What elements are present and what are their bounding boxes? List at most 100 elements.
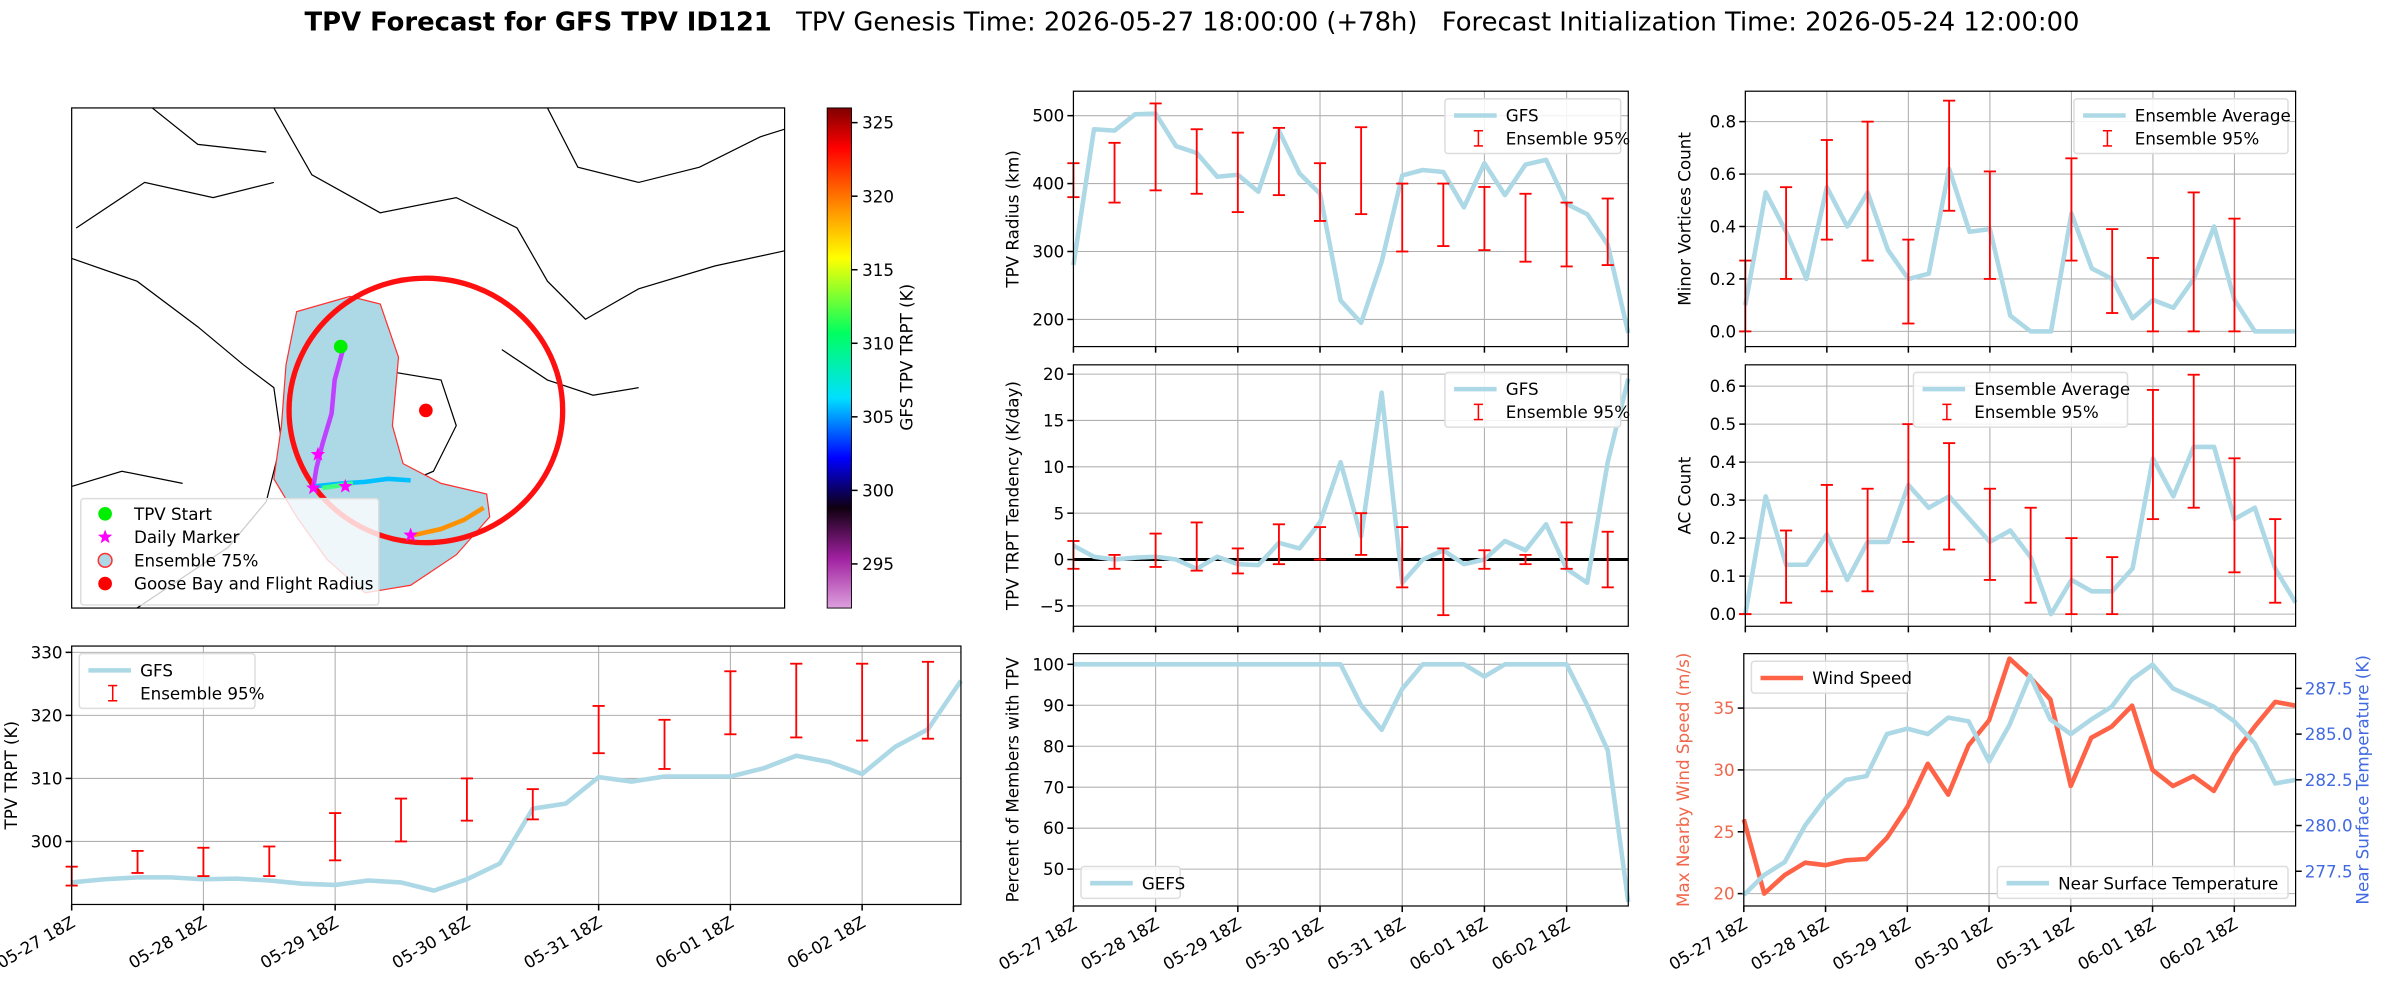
- legend-box: [1996, 865, 2289, 900]
- error-bar: [1437, 547, 1450, 617]
- y-tick-label: 0.6: [1710, 164, 1737, 184]
- error-bar: [526, 788, 539, 821]
- series-line: [1743, 166, 2296, 334]
- y-tick-label: 10: [1043, 457, 1064, 477]
- legend-label: Ensemble 95%: [140, 683, 264, 703]
- y-tick-label: 5: [1054, 503, 1065, 523]
- y-tick-label: 0.0: [1710, 604, 1737, 624]
- series-line: [1073, 662, 1631, 903]
- y-tick-label: 100: [1032, 654, 1064, 674]
- error-bar: [131, 849, 144, 874]
- error-bar: [1478, 549, 1491, 570]
- error-bar: [1313, 526, 1327, 561]
- error-bar: [1272, 126, 1286, 197]
- error-bar: [2187, 373, 2200, 509]
- x-tick-label: 05-29 18Z: [257, 912, 342, 973]
- y-tick-label: 50: [1043, 859, 1064, 879]
- flight-radius: [286, 275, 566, 546]
- error-bar: [1943, 99, 1956, 212]
- plot-frame: [1072, 653, 1629, 907]
- error-bar: [2024, 506, 2037, 604]
- legend-box: [1444, 371, 1622, 428]
- error-bar: [1313, 162, 1327, 222]
- error-bar: [1820, 139, 1833, 241]
- y-tick-label: 90: [1043, 695, 1064, 715]
- x-tick-label: 05-27 18Z: [995, 913, 1080, 974]
- y-tick-label: 35: [1713, 698, 1734, 718]
- plot-frame: [1072, 90, 1629, 348]
- plot-frame: [1072, 364, 1629, 627]
- y-axis-label: Percent of Members with TPV: [1003, 657, 1023, 903]
- y-tick-label: 0: [1054, 550, 1065, 570]
- error-bar: [1108, 553, 1121, 570]
- x-tick-label: 06-01 18Z: [2074, 913, 2159, 974]
- y2-tick-label: 287.5: [2305, 678, 2353, 698]
- series-line: [1742, 662, 2297, 897]
- y-tick-label: 300: [1032, 242, 1064, 262]
- error-bar: [1231, 547, 1244, 575]
- error-bar: [1519, 192, 1532, 263]
- y2-axis-label: Near Surface Temperature (K): [2353, 655, 2373, 904]
- x-tick-label: 06-02 18Z: [1488, 913, 1573, 974]
- title-genesis: TPV Genesis Time: 2026-05-27 18:00:00 (+…: [795, 7, 1417, 37]
- y-axis-label: TPV TRPT Tendency (K/day): [1003, 381, 1023, 611]
- x-tick-label: 06-01 18Z: [652, 912, 737, 973]
- daily-marker: [306, 480, 321, 495]
- series-line: [1743, 444, 2298, 617]
- error-bar: [2187, 191, 2200, 333]
- colorbar-tick-label: 310: [862, 333, 894, 353]
- error-bar: [1190, 128, 1203, 195]
- error-bar: [1396, 526, 1409, 589]
- y-axis-label: AC Count: [1675, 456, 1695, 534]
- x-tick-label: 05-31 18Z: [1992, 913, 2077, 974]
- plot-frame: [71, 645, 962, 906]
- error-bar: [263, 845, 276, 878]
- figure-title: TPV Forecast for GFS TPV ID121 TPV Genesi…: [305, 7, 2080, 37]
- error-bar: [1396, 182, 1409, 253]
- error-bar: [1780, 186, 1793, 280]
- series-line: [1072, 378, 1631, 585]
- error-bar: [1519, 553, 1532, 566]
- error-bar: [329, 812, 342, 862]
- error-bar: [2228, 217, 2241, 333]
- legend-box: [80, 497, 380, 606]
- y-tick-label: 80: [1043, 736, 1064, 756]
- colorbar-tick-label: 315: [862, 260, 894, 280]
- colorbar-tick-label: 305: [862, 407, 894, 427]
- legend-box: [1912, 371, 2129, 428]
- y-tick-label: 0.1: [1710, 566, 1737, 586]
- legend-box: [1750, 660, 1909, 694]
- error-bar: [1983, 487, 1996, 581]
- y-tick-label: 300: [31, 832, 63, 852]
- error-bar: [1601, 197, 1614, 266]
- daily-marker: [338, 478, 353, 493]
- y2-tick-label: 285.0: [2305, 724, 2353, 744]
- error-bar: [1272, 523, 1286, 566]
- error-bar: [1861, 487, 1874, 593]
- series-line: [71, 679, 963, 893]
- y-tick-label: 500: [1032, 106, 1064, 126]
- y-tick-label: 15: [1043, 411, 1064, 431]
- colorbar-tick-label: 320: [862, 186, 894, 206]
- legend-box: [1444, 98, 1622, 155]
- x-tick-label: 05-27 18Z: [0, 912, 78, 973]
- y-tick-label: 25: [1713, 822, 1734, 842]
- map-frame: [71, 107, 786, 609]
- error-bar: [658, 718, 671, 770]
- y-axis-label: Minor Vortices Count: [1675, 132, 1695, 306]
- x-tick-label: 05-28 18Z: [1747, 913, 1832, 974]
- colorbar-tick-label: 295: [862, 554, 894, 574]
- error-bar: [1902, 423, 1915, 543]
- error-bar: [1820, 484, 1833, 593]
- legend-swatch: [97, 529, 113, 544]
- error-bar: [2146, 257, 2160, 333]
- legend-label: TPV Start: [133, 504, 212, 524]
- y-tick-label: 0.5: [1710, 414, 1737, 434]
- y2-tick-label: 277.5: [2305, 861, 2353, 881]
- error-bar: [1983, 170, 1996, 280]
- error-bar: [1560, 201, 1573, 268]
- y-tick-label: 20: [1713, 884, 1734, 904]
- y-axis-label: Max Nearby Wind Speed (m/s): [1673, 653, 1693, 907]
- error-bar: [394, 797, 408, 843]
